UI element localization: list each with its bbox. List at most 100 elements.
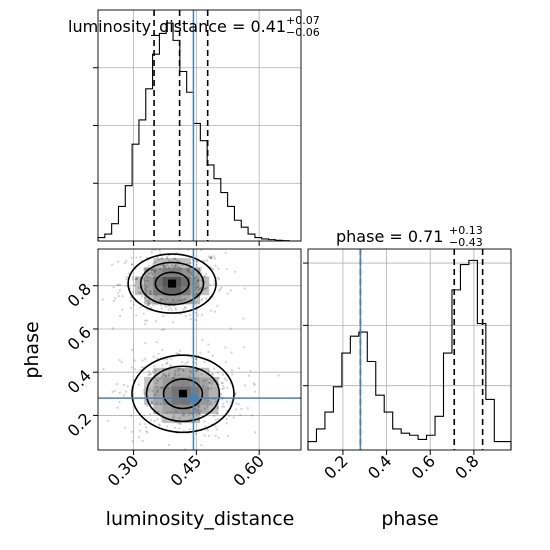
sample-point: [165, 425, 169, 428]
sample-point: [251, 414, 254, 417]
sample-point: [197, 285, 200, 288]
sample-point: [160, 307, 163, 310]
sample-point: [226, 292, 229, 295]
sample-point: [179, 422, 182, 425]
ytick-joint-label-3: 0.8: [64, 279, 95, 310]
sample-point: [168, 371, 171, 374]
sample-point: [194, 377, 197, 380]
sample-point: [189, 371, 192, 374]
contour-mode1-level2: [131, 354, 235, 434]
sample-point: [210, 382, 214, 385]
sample-point: [199, 286, 202, 289]
sample-point: [195, 410, 198, 414]
sample-point: [165, 245, 167, 247]
sample-point: [209, 400, 212, 403]
sample-point: [228, 414, 231, 417]
xlabel-phase: phase: [381, 508, 438, 530]
density-cell: [144, 376, 154, 387]
sample-point: [203, 274, 206, 278]
sample-point: [216, 412, 219, 415]
density-cell: [190, 294, 200, 305]
sample-point: [213, 367, 216, 370]
sample-point: [123, 261, 127, 264]
sample-point: [199, 270, 202, 273]
sample-point: [93, 387, 95, 389]
sample-point: [144, 296, 147, 300]
truth-lines-joint: [98, 249, 301, 450]
sample-point: [234, 270, 237, 273]
sample-point: [212, 267, 215, 271]
sample-point: [164, 374, 167, 377]
xticks-ph: 0.2 0.4 0.6 0.8: [320, 450, 483, 483]
sample-point: [167, 374, 171, 377]
sample-point: [135, 314, 138, 317]
sample-point: [198, 412, 201, 415]
sample-point: [161, 348, 164, 352]
sample-point: [169, 243, 171, 245]
sample-point: [135, 256, 138, 259]
sample-point: [145, 289, 148, 293]
sample-point: [169, 410, 172, 414]
sample-point: [195, 369, 198, 372]
sample-point: [195, 358, 198, 361]
sample-point: [226, 386, 229, 389]
sample-point: [192, 242, 194, 244]
sample-point: [194, 432, 197, 435]
sample-point: [189, 369, 192, 372]
sample-point: [194, 357, 197, 361]
contour-mode0-level1: [139, 261, 205, 306]
sample-point: [139, 368, 142, 372]
sample-point: [141, 359, 144, 362]
sample-point: [203, 434, 206, 437]
sample-point: [224, 346, 227, 349]
truth-marker: [189, 394, 198, 403]
sample-point: [194, 370, 198, 373]
contours: [127, 253, 235, 434]
sample-point: [207, 370, 211, 373]
sample-point: [121, 308, 124, 311]
density-cell: [171, 404, 182, 414]
sample-point: [159, 264, 162, 267]
sample-point: [189, 411, 192, 415]
ylabel-phase: phase: [21, 321, 43, 378]
title-ld-minus: −0.06: [286, 26, 320, 39]
sample-point: [155, 402, 158, 406]
sample-point: [178, 416, 181, 420]
sample-point: [195, 280, 199, 283]
sample-point: [160, 375, 164, 378]
density-cell: [199, 376, 210, 387]
density-cell: [162, 386, 173, 396]
sample-point: [234, 408, 238, 411]
sample-point: [134, 277, 138, 281]
sample-point: [144, 357, 147, 361]
density-cell: [153, 258, 164, 268]
sample-point: [174, 410, 178, 413]
sample-point: [125, 277, 128, 281]
sample-point: [173, 426, 177, 429]
sample-point: [154, 249, 157, 251]
sample-point: [153, 269, 157, 272]
sample-point: [219, 392, 223, 395]
ytick-joint-label-0: 0.2: [64, 409, 95, 440]
sample-point: [210, 379, 213, 382]
sample-point: [164, 375, 168, 378]
sample-point: [200, 279, 203, 282]
density-cell: [181, 258, 191, 268]
sample-point: [247, 374, 251, 377]
sample-point: [160, 417, 163, 420]
sample-point: [144, 342, 147, 345]
density-cell: [181, 267, 191, 277]
sample-point: [225, 422, 228, 425]
xtick-label-2: 0.6: [408, 451, 439, 482]
sample-point: [155, 382, 158, 385]
sample-point: [150, 419, 153, 422]
sample-point: [179, 298, 183, 301]
sample-point: [111, 390, 114, 393]
sample-point: [130, 263, 134, 266]
sample-point: [152, 262, 155, 265]
sample-point: [138, 423, 141, 426]
sample-point: [145, 274, 148, 277]
sample-point: [230, 369, 233, 372]
density-cell: [171, 376, 182, 387]
frame-ph: [307, 248, 512, 451]
